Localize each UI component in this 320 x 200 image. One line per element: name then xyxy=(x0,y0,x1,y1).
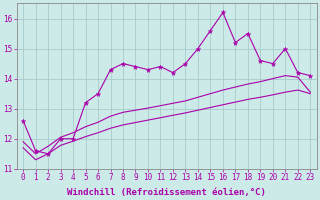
X-axis label: Windchill (Refroidissement éolien,°C): Windchill (Refroidissement éolien,°C) xyxy=(67,188,266,197)
